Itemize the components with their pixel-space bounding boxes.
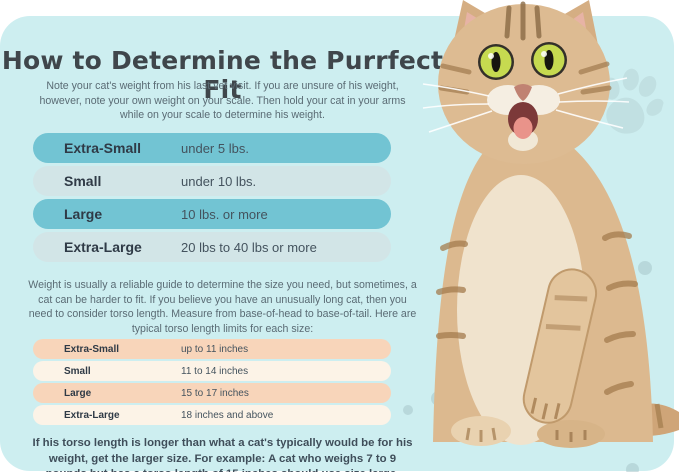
size-label: Large	[64, 206, 103, 222]
size-value: 18 inches and above	[181, 409, 274, 421]
surprised-cat-illustration	[422, 0, 679, 448]
size-label: Extra-Small	[64, 343, 120, 355]
table-row: Small 11 to 14 inches	[33, 361, 391, 381]
paw-dot-icon	[403, 405, 413, 415]
table-row: Small under 10 lbs.	[33, 166, 391, 196]
table-row: Extra-Large 20 lbs to 40 lbs or more	[33, 232, 391, 262]
torso-size-table: Extra-Small up to 11 inches Small 11 to …	[33, 339, 391, 427]
size-value: 10 lbs. or more	[181, 206, 268, 222]
size-label: Extra-Large	[64, 409, 120, 421]
table-row: Large 10 lbs. or more	[33, 199, 391, 229]
table-row: Extra-Small up to 11 inches	[33, 339, 391, 359]
size-label: Small	[64, 365, 91, 377]
table-row: Extra-Large 18 inches and above	[33, 405, 391, 425]
size-label: Small	[64, 173, 102, 189]
torso-intro-text: Weight is usually a reliable guide to de…	[28, 279, 417, 335]
page-title: How to Determine the Purrfect Fit	[1, 46, 444, 104]
size-value: 20 lbs to 40 lbs or more	[181, 239, 317, 255]
weight-size-table: Extra-Small under 5 lbs. Small under 10 …	[33, 133, 391, 265]
size-value: under 10 lbs.	[181, 173, 257, 189]
table-row: Extra-Small under 5 lbs.	[33, 133, 391, 163]
paw-print-icon	[603, 68, 664, 134]
size-label: Large	[64, 387, 92, 399]
intro-text: Note your cat's weight from his last vet…	[39, 80, 406, 122]
size-value: 11 to 14 inches	[181, 365, 249, 377]
size-label: Extra-Small	[64, 140, 142, 156]
paw-dot-icon	[626, 463, 639, 472]
paw-dot-icon	[638, 261, 652, 275]
footer-note: If his torso length is longer than what …	[32, 437, 413, 472]
size-value: up to 11 inches	[181, 343, 249, 355]
table-row: Large 15 to 17 inches	[33, 383, 391, 403]
size-value: under 5 lbs.	[181, 140, 249, 156]
size-value: 15 to 17 inches	[181, 387, 249, 399]
size-label: Extra-Large	[64, 239, 142, 255]
